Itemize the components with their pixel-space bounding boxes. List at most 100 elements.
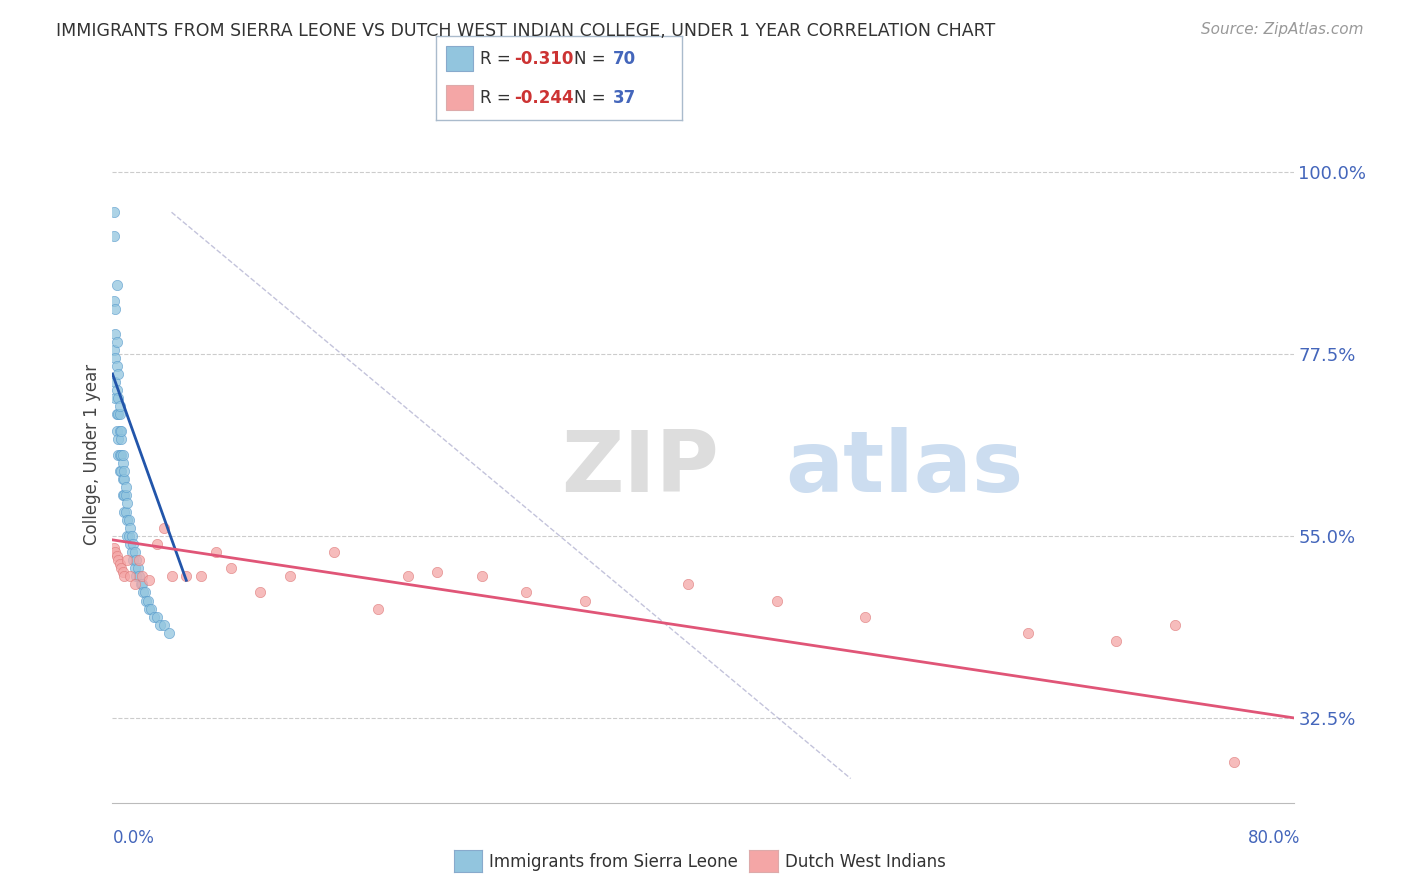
Point xyxy=(149,617,172,632)
Text: -0.244: -0.244 xyxy=(515,88,574,106)
Point xyxy=(125,553,148,567)
Point xyxy=(190,569,212,583)
Point xyxy=(124,577,146,591)
Point xyxy=(125,569,148,583)
Point xyxy=(108,408,131,422)
Point xyxy=(114,488,136,502)
Point xyxy=(128,553,150,567)
Point xyxy=(104,302,127,317)
Point xyxy=(111,566,134,580)
Point xyxy=(114,480,136,494)
Point xyxy=(138,574,160,588)
Text: ZIP: ZIP xyxy=(561,427,718,510)
Point xyxy=(121,545,143,559)
Y-axis label: College, Under 1 year: College, Under 1 year xyxy=(83,364,101,546)
Point xyxy=(515,585,537,599)
Point xyxy=(136,593,159,607)
Point xyxy=(107,367,129,381)
Point xyxy=(129,577,152,591)
Point xyxy=(153,617,176,632)
Point xyxy=(110,561,132,575)
Text: R =: R = xyxy=(481,50,516,68)
Point xyxy=(470,569,494,583)
Point xyxy=(160,569,183,583)
Text: -0.310: -0.310 xyxy=(515,50,574,68)
Point xyxy=(104,392,127,406)
Point xyxy=(108,464,131,478)
Text: atlas: atlas xyxy=(786,427,1024,510)
Point xyxy=(110,432,132,446)
Point xyxy=(108,400,131,414)
Point xyxy=(105,549,128,563)
Text: 0.0%: 0.0% xyxy=(112,829,155,847)
Point xyxy=(112,472,135,486)
Point xyxy=(117,553,138,567)
Point xyxy=(111,448,134,462)
Point xyxy=(110,424,132,438)
Point xyxy=(118,529,141,543)
Point xyxy=(112,464,135,478)
Point xyxy=(107,408,129,422)
Bar xyxy=(446,85,472,111)
Point xyxy=(146,609,169,624)
Point xyxy=(107,432,129,446)
Point xyxy=(105,424,128,438)
Point xyxy=(117,529,138,543)
Point xyxy=(367,601,389,615)
Point xyxy=(278,569,301,583)
Point xyxy=(574,593,596,607)
Point xyxy=(142,609,165,624)
Point xyxy=(105,408,128,422)
Point xyxy=(104,545,127,559)
Point xyxy=(108,557,131,571)
Point xyxy=(205,545,228,559)
Point xyxy=(107,392,129,406)
Point xyxy=(1017,626,1039,640)
Point xyxy=(127,561,149,575)
Point xyxy=(1164,617,1187,632)
Point xyxy=(120,521,142,535)
Point xyxy=(135,593,157,607)
Point xyxy=(396,569,419,583)
Point xyxy=(104,351,127,365)
Point xyxy=(107,448,129,462)
Point xyxy=(114,504,136,518)
Point xyxy=(111,472,134,486)
Point xyxy=(124,561,146,575)
Point xyxy=(117,496,138,510)
Point xyxy=(678,577,700,591)
Point xyxy=(103,541,125,555)
Text: Immigrants from Sierra Leone: Immigrants from Sierra Leone xyxy=(489,853,738,871)
Point xyxy=(426,566,449,580)
Point xyxy=(323,545,346,559)
Point xyxy=(124,545,146,559)
Point xyxy=(111,456,134,470)
Text: 70: 70 xyxy=(613,50,636,68)
Point xyxy=(122,553,145,567)
Point xyxy=(117,513,138,527)
Text: Source: ZipAtlas.com: Source: ZipAtlas.com xyxy=(1201,22,1364,37)
Point xyxy=(146,537,169,551)
Point xyxy=(107,553,129,567)
Point xyxy=(103,205,125,219)
Text: N =: N = xyxy=(574,88,610,106)
Point xyxy=(1105,634,1128,648)
Point xyxy=(1223,756,1246,770)
Point xyxy=(131,569,153,583)
Point xyxy=(128,569,150,583)
Point xyxy=(766,593,789,607)
Text: 80.0%: 80.0% xyxy=(1249,829,1301,847)
Point xyxy=(104,375,127,389)
Text: Dutch West Indians: Dutch West Indians xyxy=(785,853,945,871)
Point xyxy=(157,626,180,640)
Point xyxy=(131,577,153,591)
Point xyxy=(105,383,128,397)
Point xyxy=(112,504,135,518)
Text: R =: R = xyxy=(481,88,516,106)
Point xyxy=(111,488,134,502)
Point xyxy=(139,601,162,615)
Point xyxy=(134,585,156,599)
Point xyxy=(110,464,132,478)
Point xyxy=(110,448,132,462)
Point xyxy=(105,334,128,349)
